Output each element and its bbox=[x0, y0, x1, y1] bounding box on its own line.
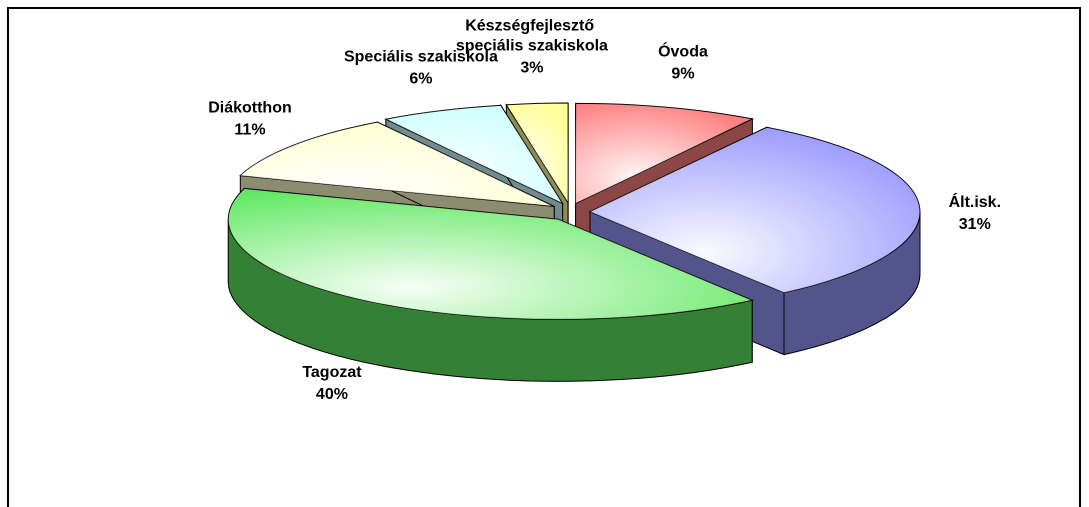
label-line: Készségfejlesztő bbox=[465, 18, 598, 35]
slice-label: Óvoda bbox=[658, 41, 708, 60]
slice-shine bbox=[228, 188, 753, 320]
slice-value-label: 40% bbox=[316, 386, 348, 403]
slice-shine bbox=[575, 103, 753, 204]
slice-shine bbox=[240, 122, 555, 207]
label-line: speciális szakiskola bbox=[456, 38, 608, 55]
slice-label: Speciális szakiskola bbox=[344, 48, 498, 65]
slice-label: Tagozat bbox=[302, 364, 362, 381]
slice-value-label: 6% bbox=[409, 70, 432, 87]
slice-label: Ált.isk. bbox=[949, 192, 1001, 211]
slice-shine bbox=[590, 127, 920, 293]
slice-shine bbox=[385, 105, 563, 204]
slice-shine bbox=[506, 103, 569, 203]
slice-value-label: 11% bbox=[234, 122, 265, 139]
slice-value-label: 3% bbox=[520, 60, 543, 77]
slice bbox=[227, 187, 754, 382]
slice-label: Diákotthon bbox=[208, 100, 292, 117]
slice-value-label: 9% bbox=[671, 65, 694, 82]
slice-label: Készségfejlesztő speciális szakiskola bbox=[456, 18, 608, 55]
slice-value-label: 31% bbox=[959, 216, 991, 233]
